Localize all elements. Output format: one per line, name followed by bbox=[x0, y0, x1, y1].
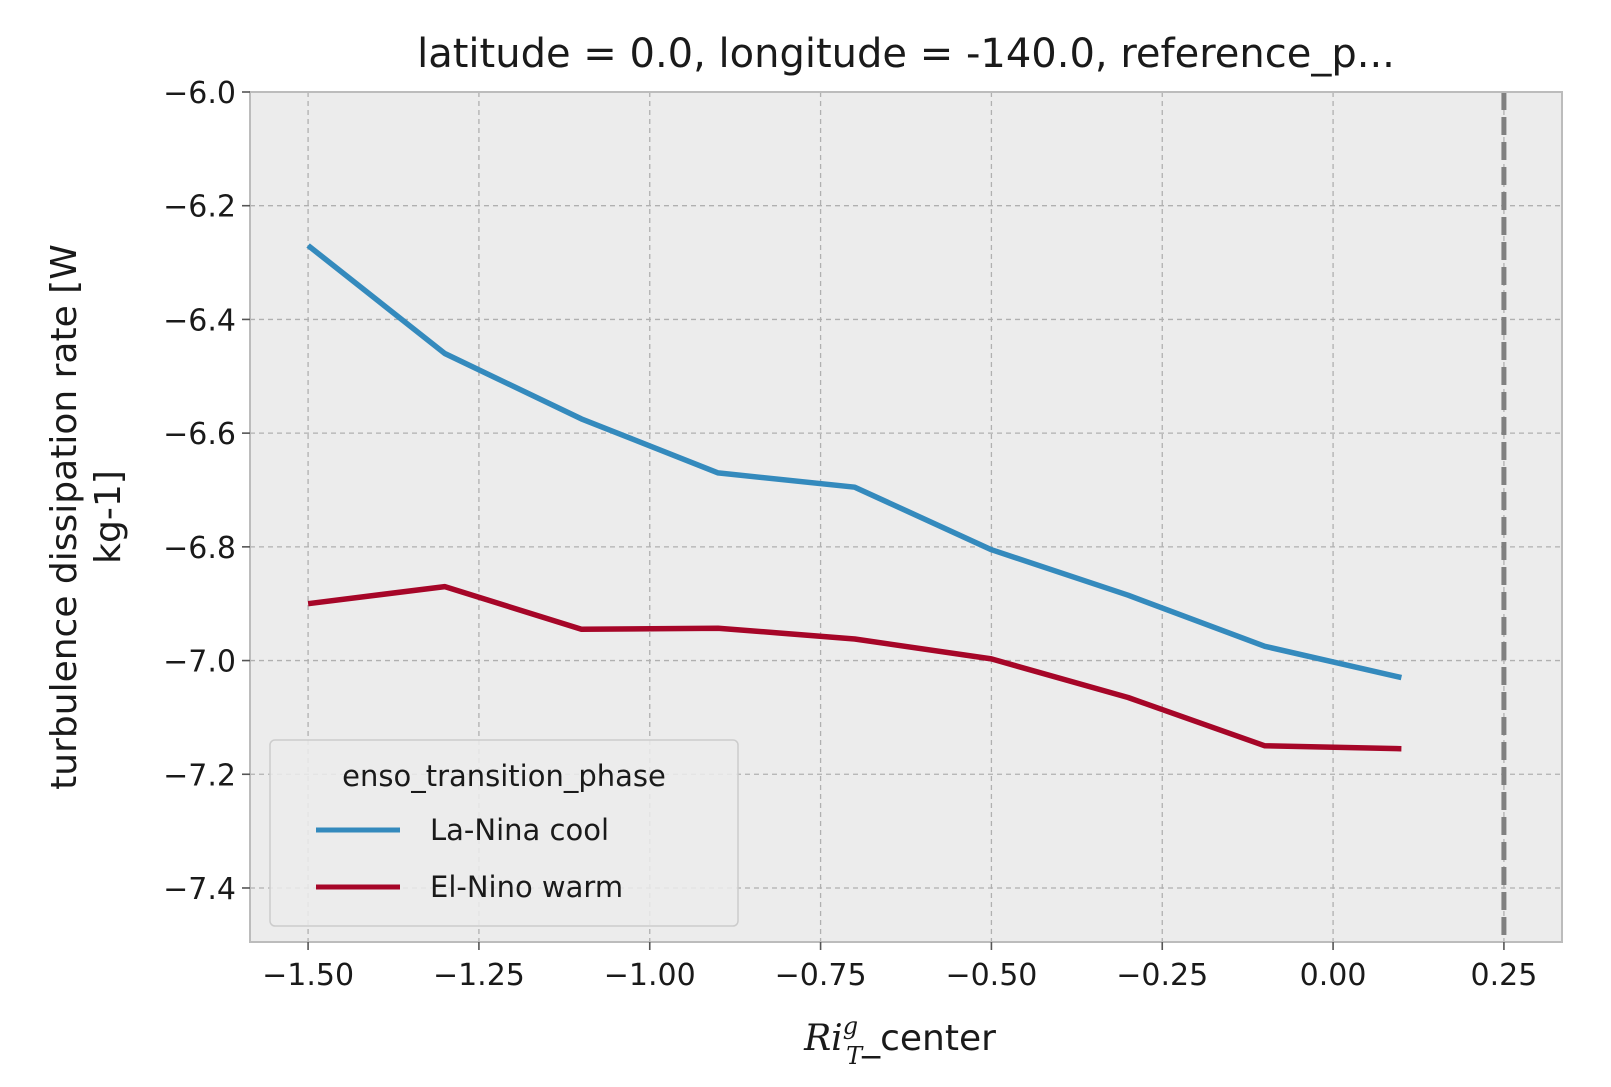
x-axis-label-math-base: Ri bbox=[803, 1018, 843, 1059]
x-tick-label: −0.25 bbox=[1116, 958, 1208, 993]
chart-title: latitude = 0.0, longitude = -140.0, refe… bbox=[417, 31, 1395, 77]
x-tick-label: −0.50 bbox=[945, 958, 1037, 993]
y-tick-label: −6.8 bbox=[163, 531, 236, 566]
x-axis-ticks: −1.50 −1.25 −1.00 −0.75 −0.50 −0.25 0.00 0.25 bbox=[262, 942, 1537, 993]
x-axis-label: Rig T_center bbox=[803, 1012, 996, 1070]
legend-box bbox=[269, 739, 739, 927]
series-line-0 bbox=[306, 243, 1403, 681]
y-tick-label: −7.4 bbox=[163, 872, 236, 907]
x-tick-label: −1.25 bbox=[433, 958, 525, 993]
series-lines bbox=[306, 243, 1403, 752]
x-tick-label: 0.00 bbox=[1300, 958, 1367, 993]
y-axis-ticks: −6.0 −6.2 −6.4 −6.6 −6.8 −7.0 −7.2 −7.4 bbox=[163, 76, 250, 907]
y-axis-label: turbulence dissipation rate [W kg-1] bbox=[44, 244, 129, 790]
x-axis-label-math-sub: T bbox=[846, 1042, 864, 1070]
x-axis-label-math-sup: g bbox=[843, 1012, 858, 1040]
y-axis-label-line-1: turbulence dissipation rate [W bbox=[44, 244, 85, 790]
y-axis-label-line-2: kg-1] bbox=[88, 470, 129, 564]
axes-frame bbox=[249, 91, 1563, 943]
x-tick-label: −1.50 bbox=[262, 958, 354, 993]
y-tick-label: −6.0 bbox=[163, 76, 236, 111]
legend-label-la-nina: La-Nina cool bbox=[430, 813, 609, 847]
legend: enso_transition_phase La-Nina cool El-Ni… bbox=[269, 739, 739, 927]
x-axis-label-suffix: _center bbox=[861, 1018, 996, 1059]
y-tick-label: −6.6 bbox=[163, 417, 236, 452]
x-tick-label: −1.00 bbox=[604, 958, 696, 993]
y-tick-label: −7.2 bbox=[163, 758, 236, 793]
legend-label-el-nino: El-Nino warm bbox=[430, 870, 623, 904]
y-tick-label: −6.4 bbox=[163, 303, 236, 338]
x-tick-label: −0.75 bbox=[775, 958, 867, 993]
y-tick-label: −6.2 bbox=[163, 190, 236, 225]
y-tick-label: −7.0 bbox=[163, 645, 236, 680]
x-tick-label: 0.25 bbox=[1471, 958, 1538, 993]
series-line-1 bbox=[307, 583, 1402, 752]
legend-title: enso_transition_phase bbox=[342, 759, 666, 793]
